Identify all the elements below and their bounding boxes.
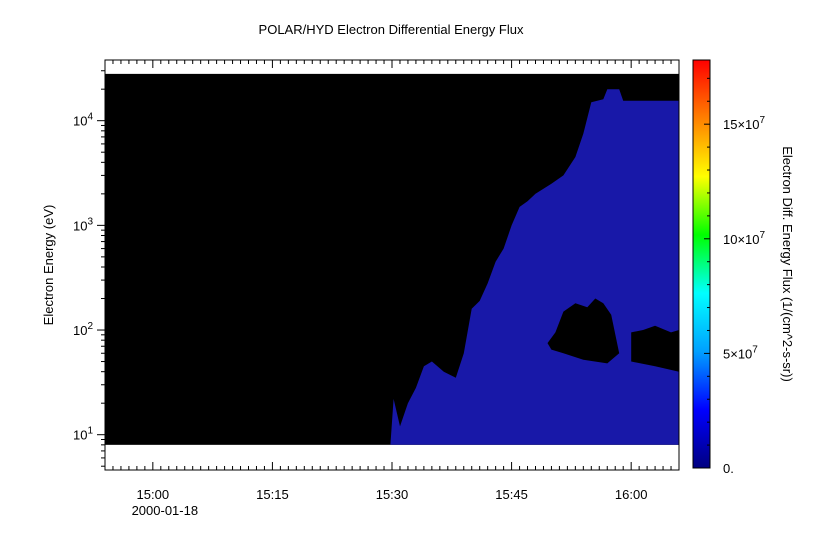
x-tick-label: 15:45 [495, 487, 528, 502]
x-tick-label: 15:00 [137, 487, 170, 502]
x-tick-label: 15:30 [376, 487, 409, 502]
x-tick-label: 16:00 [615, 487, 648, 502]
y-tick-label: 104 [73, 112, 93, 129]
chart-title: POLAR/HYD Electron Differential Energy F… [259, 22, 524, 37]
colorbar-tick-label: 10×107 [723, 230, 766, 247]
colorbar-tick-label: 5×107 [723, 344, 758, 361]
y-tick-label: 102 [73, 321, 93, 338]
flux-gap-1 [547, 298, 620, 364]
y-axis: 101 102 103 104 [73, 70, 105, 467]
y-tick-label: 103 [73, 216, 93, 233]
colorbar [692, 59, 711, 469]
flux-gap-2 [631, 325, 679, 372]
y-axis-label: Electron Energy (eV) [41, 205, 56, 326]
spectrogram-plot [105, 73, 679, 445]
colorbar-axis: 0. 5×107 10×107 15×107 [704, 77, 766, 476]
colorbar-label: Electron Diff. Energy Flux (1/(cm^2-s-sr… [780, 146, 795, 382]
x-tick-label: 15:15 [256, 487, 289, 502]
y-tick-label: 101 [73, 426, 93, 443]
x-date-label: 2000-01-18 [132, 503, 199, 518]
colorbar-tick-label: 15×107 [723, 115, 766, 132]
colorbar-tick-label: 0. [723, 461, 734, 476]
